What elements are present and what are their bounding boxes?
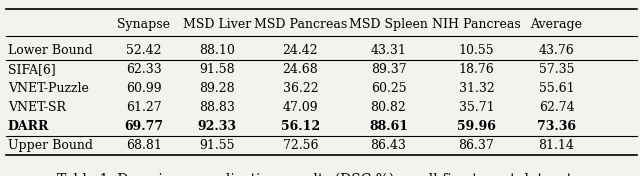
Text: Average: Average [531, 18, 582, 31]
Text: 86.43: 86.43 [371, 139, 406, 152]
Text: 18.76: 18.76 [459, 63, 494, 76]
Text: 43.31: 43.31 [371, 44, 406, 57]
Text: 88.61: 88.61 [369, 120, 408, 133]
Text: 68.81: 68.81 [125, 139, 162, 152]
Text: 62.74: 62.74 [539, 101, 574, 114]
Text: DARR: DARR [8, 120, 49, 133]
Text: 47.09: 47.09 [283, 101, 318, 114]
Text: 91.55: 91.55 [200, 139, 235, 152]
Text: 72.56: 72.56 [283, 139, 318, 152]
Text: 55.61: 55.61 [539, 82, 574, 95]
Text: 35.71: 35.71 [459, 101, 494, 114]
Text: MSD Liver: MSD Liver [183, 18, 252, 31]
Text: 88.10: 88.10 [199, 44, 236, 57]
Text: 92.33: 92.33 [198, 120, 237, 133]
Text: NIH Pancreas: NIH Pancreas [432, 18, 521, 31]
Text: 62.33: 62.33 [126, 63, 161, 76]
Text: 24.68: 24.68 [283, 63, 318, 76]
Text: 61.27: 61.27 [126, 101, 161, 114]
Text: 24.42: 24.42 [283, 44, 318, 57]
Text: VNET-SR: VNET-SR [8, 101, 66, 114]
Text: 60.99: 60.99 [126, 82, 161, 95]
Text: Table 1: Domain generalization results (DSC %) on all five target datasets.: Table 1: Domain generalization results (… [57, 173, 583, 176]
Text: 57.35: 57.35 [539, 63, 574, 76]
Text: 60.25: 60.25 [371, 82, 406, 95]
Text: MSD Pancreas: MSD Pancreas [254, 18, 347, 31]
Text: 89.37: 89.37 [371, 63, 406, 76]
Text: 81.14: 81.14 [538, 139, 575, 152]
Text: VNET-Puzzle: VNET-Puzzle [8, 82, 88, 95]
Text: 52.42: 52.42 [126, 44, 161, 57]
Text: 36.22: 36.22 [283, 82, 318, 95]
Text: 91.58: 91.58 [200, 63, 235, 76]
Text: 89.28: 89.28 [200, 82, 235, 95]
Text: 86.37: 86.37 [459, 139, 494, 152]
Text: Synapse: Synapse [117, 18, 170, 31]
Text: MSD Spleen: MSD Spleen [349, 18, 428, 31]
Text: 56.12: 56.12 [281, 120, 320, 133]
Text: 43.76: 43.76 [539, 44, 574, 57]
Text: 31.32: 31.32 [459, 82, 494, 95]
Text: 10.55: 10.55 [459, 44, 494, 57]
Text: 88.83: 88.83 [199, 101, 236, 114]
Text: 69.77: 69.77 [124, 120, 163, 133]
Text: SIFA[6]: SIFA[6] [8, 63, 56, 76]
Text: Upper Bound: Upper Bound [8, 139, 93, 152]
Text: 80.82: 80.82 [371, 101, 406, 114]
Text: 73.36: 73.36 [537, 120, 576, 133]
Text: Lower Bound: Lower Bound [8, 44, 92, 57]
Text: 59.96: 59.96 [457, 120, 496, 133]
